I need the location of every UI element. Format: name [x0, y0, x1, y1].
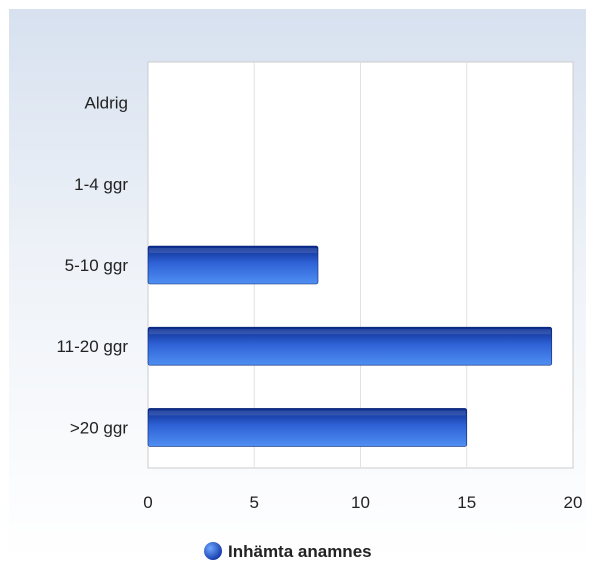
category-label: Aldrig [85, 94, 128, 113]
category-label: 5-10 ggr [65, 256, 129, 275]
x-tick-label: 0 [143, 493, 152, 512]
legend: Inhämta anamnes [204, 542, 372, 561]
category-label: 1-4 ggr [74, 175, 128, 194]
bar-highlight [149, 329, 551, 335]
category-labels: Aldrig 1-4 ggr 5-10 ggr 11-20 ggr >20 ggr [56, 94, 128, 438]
tick-labels: 0 5 10 15 20 [143, 493, 582, 512]
bar [147, 326, 553, 366]
bar-highlight [149, 248, 317, 253]
legend-label: Inhämta anamnes [228, 542, 372, 561]
x-tick-label: 20 [564, 493, 583, 512]
legend-marker [204, 542, 222, 560]
category-label: >20 ggr [70, 418, 128, 437]
category-label: 11-20 ggr [56, 337, 128, 356]
bars [147, 245, 553, 447]
bar [147, 408, 468, 447]
bar [147, 245, 319, 285]
x-tick-label: 15 [457, 493, 476, 512]
x-tick-label: 10 [351, 493, 370, 512]
x-tick-label: 5 [250, 493, 259, 512]
bar-highlight [149, 410, 466, 416]
